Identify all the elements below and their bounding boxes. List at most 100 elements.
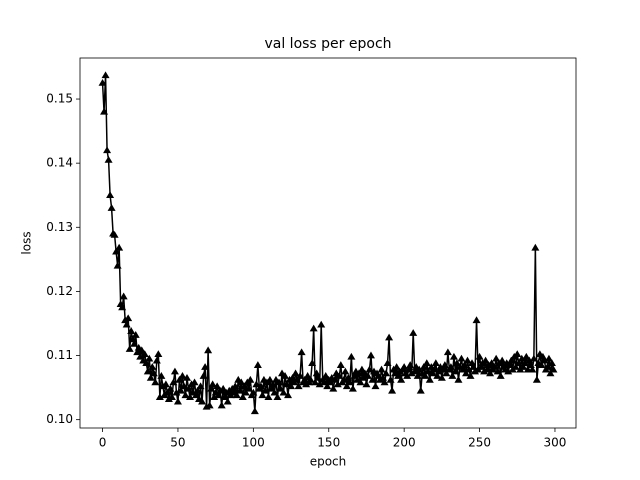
data-point [513, 350, 522, 358]
data-point [309, 324, 318, 332]
data-point [106, 191, 115, 199]
data-point [264, 393, 273, 401]
data-point [333, 380, 342, 388]
data-point [214, 391, 223, 399]
data-point [219, 384, 228, 392]
data-point [172, 388, 181, 396]
data-point [303, 372, 312, 379]
data-point [148, 363, 157, 370]
data-point [127, 327, 136, 334]
data-point [428, 369, 437, 377]
data-point [190, 378, 199, 386]
data-point [119, 292, 128, 300]
data-point [528, 365, 537, 373]
data-point [529, 354, 538, 362]
data-point [549, 365, 558, 373]
data-point [273, 393, 282, 401]
data-point [388, 386, 397, 394]
data-point [348, 384, 357, 392]
data-point [413, 372, 422, 379]
data-point [321, 372, 330, 379]
data-point [543, 363, 552, 370]
data-point [458, 365, 467, 373]
data-point [394, 372, 403, 379]
y-tick-label: 0.15 [46, 92, 73, 106]
data-point [404, 365, 413, 373]
data-point [181, 391, 190, 399]
data-point [520, 359, 529, 367]
y-tick-label: 0.14 [46, 156, 73, 170]
data-point [330, 375, 339, 383]
data-point [124, 314, 133, 322]
x-tick-label: 200 [393, 436, 416, 450]
data-point [192, 391, 201, 399]
data-point [540, 356, 549, 364]
data-point [315, 380, 324, 388]
data-point [103, 146, 112, 154]
data-point [430, 365, 439, 373]
data-point [472, 316, 481, 324]
data-point [210, 393, 219, 401]
data-point [368, 375, 377, 383]
y-axis-label: loss [20, 231, 34, 254]
data-point [167, 393, 176, 401]
data-point [220, 393, 229, 401]
data-point [366, 351, 375, 359]
data-point [457, 354, 466, 362]
data-point [118, 303, 127, 311]
data-point [311, 378, 320, 386]
data-point [380, 378, 389, 386]
data-point [250, 407, 259, 415]
y-tick-label: 0.10 [46, 412, 73, 426]
data-point [359, 373, 368, 381]
data-point [235, 386, 244, 394]
data-point [173, 397, 182, 405]
data-point [385, 333, 394, 341]
data-point [133, 348, 142, 356]
data-point [258, 391, 267, 399]
data-point [198, 397, 207, 405]
data-point [193, 386, 202, 394]
data-point [246, 375, 255, 383]
data-point [110, 230, 119, 238]
x-tick-label: 150 [317, 436, 340, 450]
data-point [152, 356, 161, 364]
data-point [143, 367, 152, 375]
data-point [146, 373, 155, 381]
data-point [490, 363, 499, 370]
data-point [145, 354, 154, 362]
data-point [400, 363, 409, 370]
x-tick-label: 250 [468, 436, 491, 450]
data-point [397, 375, 406, 383]
data-point [365, 365, 374, 373]
data-point [419, 363, 428, 370]
data-point [460, 361, 469, 368]
data-point [296, 372, 305, 379]
data-point [186, 393, 195, 401]
y-tick-label: 0.12 [46, 284, 73, 298]
data-point [175, 375, 184, 383]
data-point [335, 372, 344, 379]
data-point [100, 107, 109, 115]
data-point [178, 372, 187, 379]
data-point [291, 369, 300, 377]
data-point [268, 380, 277, 388]
data-point [241, 388, 250, 396]
data-point [282, 380, 291, 388]
data-point [344, 373, 353, 381]
data-point [492, 354, 501, 362]
data-point [371, 382, 380, 390]
data-point [244, 384, 253, 392]
data-point [357, 365, 366, 373]
data-point [326, 378, 335, 386]
data-point [279, 388, 288, 396]
data-point [461, 369, 470, 377]
data-point [377, 365, 386, 373]
data-point [157, 372, 166, 379]
data-point [522, 352, 531, 360]
data-point [544, 354, 553, 362]
data-point [320, 378, 329, 386]
data-point [345, 378, 354, 386]
